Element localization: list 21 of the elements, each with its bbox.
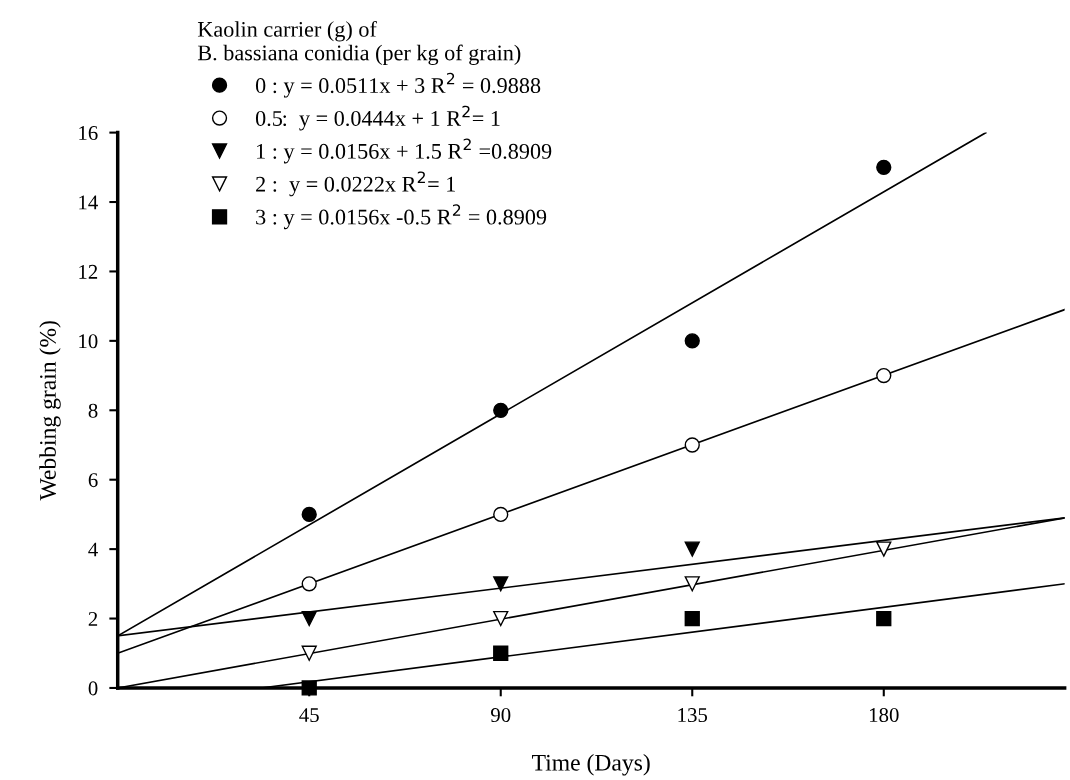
y-tick-label: 0 <box>88 681 98 696</box>
y-tick-label: 4 <box>88 542 98 557</box>
x-tick-label: 135 <box>678 708 708 723</box>
y-tick-label: 12 <box>79 264 98 279</box>
y-tick-label: 14 <box>79 195 98 210</box>
y-tick-label: 16 <box>79 126 98 141</box>
y-tick-label: 8 <box>88 403 98 418</box>
legend-label: 3 : y = 0.0156x -0.5 R$^{2}$ = 0.8909 <box>256 204 547 230</box>
y-axis-title: Webbing grain (%) <box>39 321 61 501</box>
y-tick-label: 2 <box>88 611 98 626</box>
x-tick-label: 45 <box>299 708 319 723</box>
legend-title: Kaolin carrier (g) of B. bassiana conidia (per kg of grain) <box>197 20 521 65</box>
legend-label: 0.5: y = 0.0444x + 1 R$^{2}$= 1 <box>255 105 500 131</box>
legend-label: 1 : y = 0.0156x + 1.5 R$^{2}$ =0.8909 <box>257 138 552 164</box>
x-tick-label: 90 <box>490 708 511 723</box>
y-tick-label: 6 <box>88 473 98 488</box>
legend-label: 0 : y = 0.0511x + 3 R$^{2}$ = 0.9888 <box>255 72 541 98</box>
x-tick-label: 180 <box>869 708 899 723</box>
y-tick-label: 10 <box>79 334 98 349</box>
x-axis-title: Time (Days) <box>532 754 650 776</box>
legend-label: 2 : y = 0.0222x R$^{2}$= 1 <box>256 171 455 197</box>
